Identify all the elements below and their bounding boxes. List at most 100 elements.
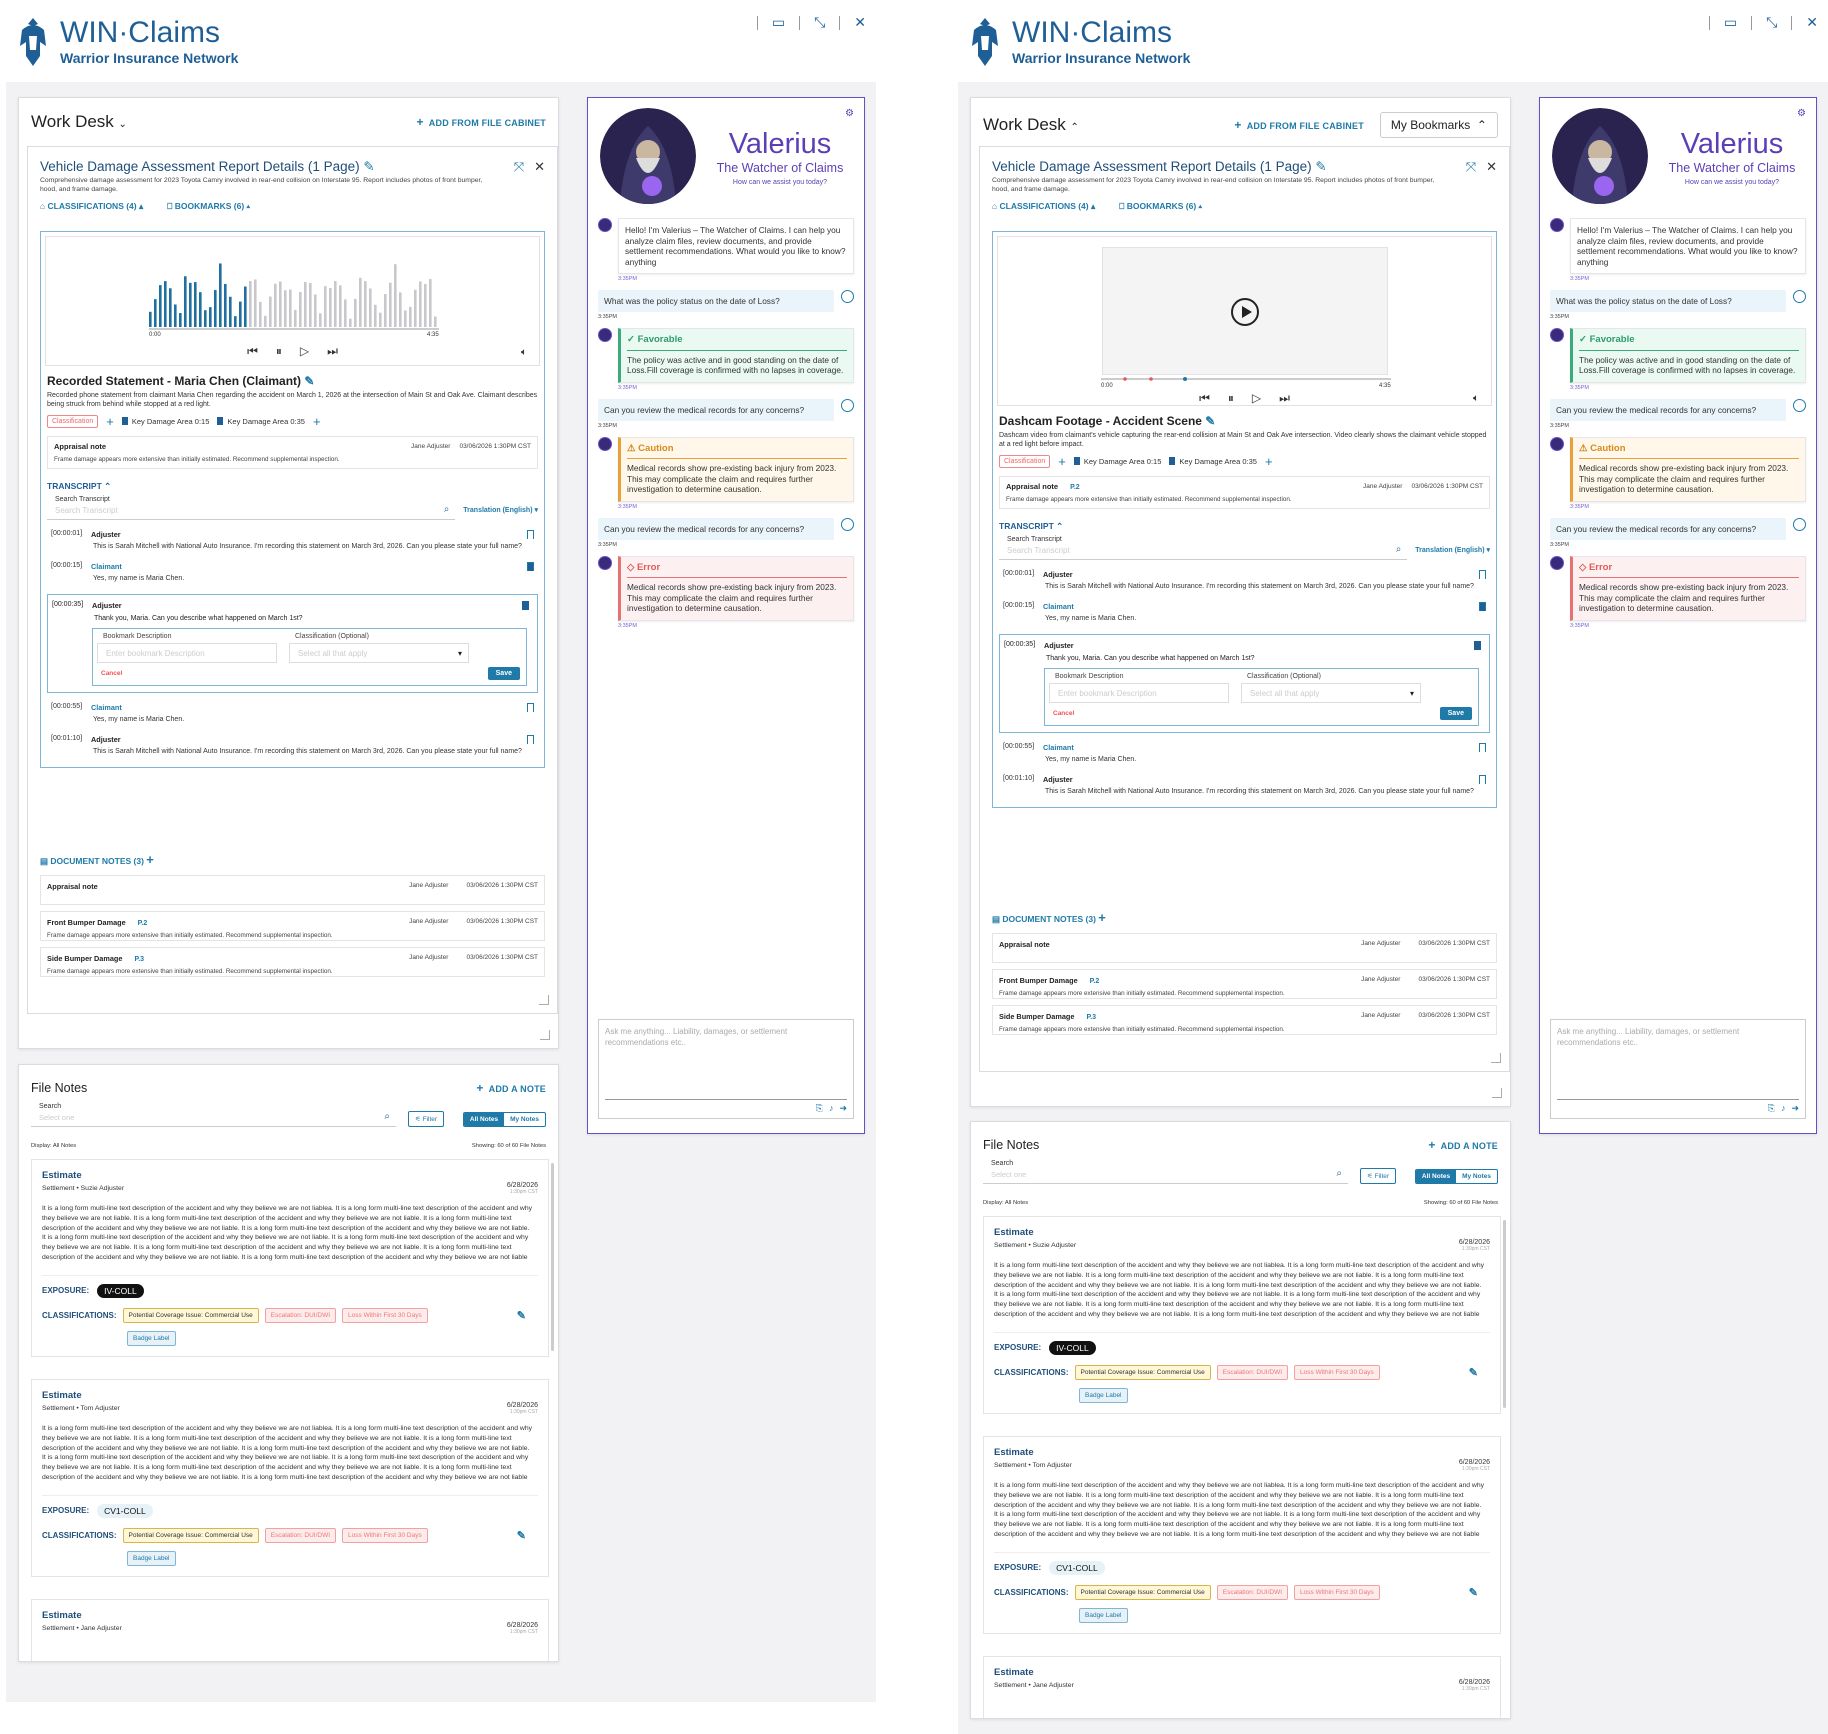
transcript-heading[interactable]: TRANSCRIPT ⌃ xyxy=(999,521,1064,531)
search-icon[interactable]: ⌕ xyxy=(1336,1168,1342,1179)
attach-icon[interactable]: ⎘ xyxy=(815,1103,823,1113)
document-note[interactable]: Front Bumper Damage P.2 Jane Adjuster 03/06… xyxy=(992,969,1497,999)
classifications-toggle[interactable]: ⌂ CLASSIFICATIONS (4) ▴ xyxy=(992,201,1096,211)
send-icon[interactable]: ➜ xyxy=(839,1103,847,1113)
gear-icon[interactable]: ⚙ xyxy=(1797,108,1806,119)
edit-pencil-icon[interactable]: ✎ xyxy=(1205,414,1216,428)
microphone-icon[interactable]: ♪ xyxy=(828,1103,834,1113)
screen-share-icon[interactable]: ▭ xyxy=(1723,14,1738,30)
bookmark-description-input[interactable]: Enter bookmark Description xyxy=(1049,683,1229,703)
edit-pencil-icon[interactable]: ✎ xyxy=(363,159,375,174)
edit-pencil-icon[interactable]: ✎ xyxy=(1468,1586,1478,1599)
notes-toggle[interactable]: All Notes My Notes xyxy=(462,1112,546,1127)
play-icon[interactable]: ▷ xyxy=(299,344,310,358)
save-button[interactable]: Save xyxy=(1439,707,1472,720)
appraisal-note[interactable]: Appraisal note P.2 Jane Adjuster 03/06/20… xyxy=(999,476,1490,509)
scrollbar[interactable] xyxy=(551,1163,554,1351)
collapse-icon[interactable]: ⤧ xyxy=(1465,159,1477,174)
document-note[interactable]: Appraisal note Jane Adjuster 03/06/2026 1:… xyxy=(40,875,545,905)
file-note-entry[interactable]: Estimate Settlement • Suzie Adjuster 6/28… xyxy=(31,1159,549,1357)
cancel-button[interactable]: Cancel xyxy=(1053,710,1075,717)
close-doc-icon[interactable]: ✕ xyxy=(534,159,545,174)
bookmark-icon[interactable] xyxy=(527,735,534,744)
document-note[interactable]: Appraisal note Jane Adjuster 03/06/2026 1:… xyxy=(992,933,1497,963)
filter-button[interactable]: ⚟ Filter xyxy=(408,1111,445,1127)
bookmark-icon[interactable] xyxy=(1479,743,1486,752)
microphone-icon[interactable]: ♪ xyxy=(1780,1103,1786,1113)
volume-icon[interactable]: 🔈︎ xyxy=(521,347,527,358)
attach-icon[interactable]: ⎘ xyxy=(1767,1103,1775,1113)
resize-handle[interactable] xyxy=(1492,1088,1502,1098)
all-notes-tab[interactable]: All Notes xyxy=(1415,1170,1457,1183)
add-from-file-cabinet-button[interactable]: + ADD FROM FILE CABINET xyxy=(416,115,546,129)
file-note-entry[interactable]: Estimate Settlement • Jane Adjuster 6/28/… xyxy=(983,1656,1501,1718)
add-from-file-cabinet-button[interactable]: + ADD FROM FILE CABINET xyxy=(1234,118,1364,132)
bookmark-icon[interactable] xyxy=(527,703,534,712)
add-icon[interactable]: + xyxy=(106,413,114,429)
edit-pencil-icon[interactable]: ✎ xyxy=(516,1309,526,1322)
key-damage-bookmark[interactable]: Key Damage Area 0:35 xyxy=(217,417,305,426)
work-desk-title[interactable]: Work Desk ⌄ xyxy=(31,112,127,131)
close-doc-icon[interactable]: ✕ xyxy=(1486,159,1497,174)
edit-pencil-icon[interactable]: ✎ xyxy=(304,374,315,388)
file-notes-search-input[interactable]: Search Select one ⌕ xyxy=(983,1160,1348,1184)
add-icon[interactable]: + xyxy=(1058,453,1066,469)
video-frame[interactable] xyxy=(1102,247,1388,375)
document-notes-heading[interactable]: ▤ DOCUMENT NOTES (3) + xyxy=(992,910,1106,925)
resize-handle[interactable] xyxy=(539,995,549,1005)
collapse-icon[interactable]: ⤧ xyxy=(513,159,525,174)
classification-tag[interactable]: Classification xyxy=(999,455,1051,468)
send-icon[interactable]: ➜ xyxy=(1791,1103,1799,1113)
bookmark-filled-icon[interactable] xyxy=(527,562,534,571)
classification-tag[interactable]: Classification xyxy=(47,415,99,428)
ask-input[interactable]: Ask me anything... Liability, damages, o… xyxy=(1550,1019,1806,1119)
document-notes-heading[interactable]: ▤ DOCUMENT NOTES (3) + xyxy=(40,852,154,867)
transcript-heading[interactable]: TRANSCRIPT ⌃ xyxy=(47,481,112,491)
appraisal-note[interactable]: Appraisal note Jane Adjuster 03/06/2026 … xyxy=(47,436,538,469)
key-damage-bookmark[interactable]: Key Damage Area 0:15 xyxy=(1074,457,1162,466)
bookmark-filled-icon[interactable] xyxy=(522,601,529,610)
playback-track[interactable] xyxy=(1101,377,1391,381)
search-icon[interactable]: ⌕ xyxy=(1395,544,1402,555)
add-note-button[interactable]: + ADD A NOTE xyxy=(1428,1138,1498,1152)
bookmark-icon[interactable] xyxy=(1479,570,1486,579)
notes-toggle[interactable]: All Notes My Notes xyxy=(1414,1169,1498,1184)
bookmark-filled-icon[interactable] xyxy=(1474,641,1481,650)
edit-pencil-icon[interactable]: ✎ xyxy=(1315,159,1327,174)
skip-back-icon[interactable]: ⏮ xyxy=(1199,391,1210,405)
bookmark-icon[interactable] xyxy=(527,530,534,539)
pause-icon[interactable]: ⏸ xyxy=(1227,391,1234,405)
close-window-icon[interactable]: ✕ xyxy=(1806,14,1818,30)
my-bookmarks-dropdown[interactable]: My Bookmarks ⌃ xyxy=(1379,112,1498,138)
search-icon[interactable]: ⌕ xyxy=(384,1111,390,1122)
edit-pencil-icon[interactable]: ✎ xyxy=(516,1529,526,1542)
play-icon[interactable]: ▷ xyxy=(1251,391,1262,405)
file-note-entry[interactable]: Estimate Settlement • Tom Adjuster 6/28/2… xyxy=(983,1436,1501,1634)
document-note[interactable]: Side Bumper Damage P.3 Jane Adjuster 03/06/… xyxy=(40,947,545,977)
audio-waveform[interactable] xyxy=(149,257,439,327)
document-note[interactable]: Front Bumper Damage P.2 Jane Adjuster 03/06… xyxy=(40,911,545,941)
key-damage-bookmark[interactable]: Key Damage Area 0:15 xyxy=(122,417,210,426)
cancel-button[interactable]: Cancel xyxy=(101,670,123,677)
resize-handle[interactable] xyxy=(1491,1053,1501,1063)
add-icon[interactable]: + xyxy=(312,413,321,429)
search-icon[interactable]: ⌕ xyxy=(443,504,450,515)
skip-forward-icon[interactable]: ⏭ xyxy=(1279,391,1290,405)
bookmarks-toggle[interactable]: ⎕ BOOKMARKS (6) ▴ xyxy=(1119,201,1203,211)
my-notes-tab[interactable]: My Notes xyxy=(510,1116,539,1123)
edit-pencil-icon[interactable]: ✎ xyxy=(1468,1366,1478,1379)
classifications-toggle[interactable]: ⌂ CLASSIFICATIONS (4) ▴ xyxy=(40,201,144,211)
screen-share-icon[interactable]: ▭ xyxy=(771,14,786,30)
my-notes-tab[interactable]: My Notes xyxy=(1462,1173,1491,1180)
add-note-button[interactable]: + ADD A NOTE xyxy=(476,1081,546,1095)
playback-track[interactable] xyxy=(149,328,439,330)
scrollbar[interactable] xyxy=(1503,1220,1506,1408)
skip-back-icon[interactable]: ⏮ xyxy=(247,344,258,358)
file-notes-search-input[interactable]: Search Select one ⌕ xyxy=(31,1103,396,1127)
file-note-entry[interactable]: Estimate Settlement • Tom Adjuster 6/28/2… xyxy=(31,1379,549,1577)
work-desk-title[interactable]: Work Desk ⌃ xyxy=(983,115,1079,134)
translation-dropdown[interactable]: Translation (English) ▾ xyxy=(463,507,538,514)
translation-dropdown[interactable]: Translation (English) ▾ xyxy=(1415,547,1490,554)
minimize-icon[interactable]: ⤡ xyxy=(814,14,826,30)
play-circle-icon[interactable] xyxy=(1231,298,1259,326)
